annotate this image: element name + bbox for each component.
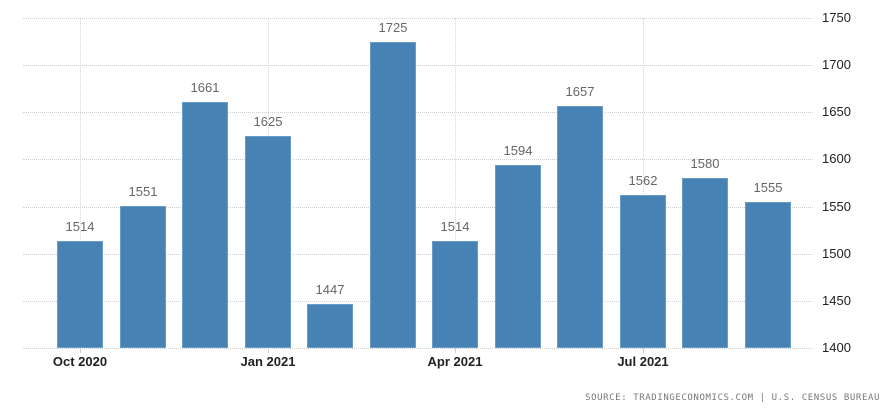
gridline-vertical	[643, 18, 644, 348]
bar-value-label: 1657	[565, 84, 595, 99]
bar-jul-2021[interactable]	[620, 195, 666, 348]
gridline-horizontal	[23, 348, 813, 349]
gridline-horizontal	[23, 112, 813, 113]
bar-mar-2021[interactable]	[370, 42, 416, 348]
gridline-vertical	[455, 18, 456, 348]
bar-nov-2020[interactable]	[120, 206, 166, 348]
bar-apr-2021[interactable]	[432, 241, 478, 348]
x-tick-mark	[268, 348, 269, 353]
bar-value-label: 1514	[65, 219, 95, 234]
gridline-horizontal	[23, 254, 813, 255]
bar-value-label: 1661	[190, 80, 220, 95]
bar-value-label: 1447	[315, 282, 345, 297]
bar-sep-2021[interactable]	[745, 202, 791, 348]
y-tick-label: 1750	[822, 10, 851, 25]
source-caption: SOURCE: TRADINGECONOMICS.COM | U.S. CENS…	[585, 393, 880, 403]
y-tick-label: 1400	[822, 340, 851, 355]
gridline-horizontal	[23, 301, 813, 302]
x-tick-mark	[643, 348, 644, 353]
x-tick-mark	[455, 348, 456, 353]
bar-value-label: 1625	[253, 114, 283, 129]
x-tick-label: Jul 2021	[617, 354, 669, 369]
gridline-horizontal	[23, 18, 813, 19]
y-tick-label: 1650	[822, 104, 851, 119]
y-tick-label: 1550	[822, 199, 851, 214]
bar-feb-2021[interactable]	[307, 304, 353, 348]
bar-value-label: 1555	[753, 180, 783, 195]
x-tick-label: Apr 2021	[427, 354, 483, 369]
bar-oct-2020[interactable]	[57, 241, 103, 348]
bar-jun-2021[interactable]	[557, 106, 603, 348]
bar-value-label: 1514	[440, 219, 470, 234]
gridline-vertical	[80, 18, 81, 348]
y-tick-label: 1500	[822, 246, 851, 261]
bar-aug-2021[interactable]	[682, 178, 728, 348]
x-tick-label: Oct 2020	[52, 354, 108, 369]
bar-may-2021[interactable]	[495, 165, 541, 348]
bar-value-label: 1725	[378, 20, 408, 35]
gridline-horizontal	[23, 207, 813, 208]
y-tick-label: 1600	[822, 151, 851, 166]
y-tick-label: 1450	[822, 293, 851, 308]
bar-value-label: 1562	[628, 173, 658, 188]
x-tick-label: Jan 2021	[240, 354, 296, 369]
bar-jan-2021[interactable]	[245, 136, 291, 348]
gridline-horizontal	[23, 65, 813, 66]
y-tick-label: 1700	[822, 57, 851, 72]
bar-value-label: 1594	[503, 143, 533, 158]
x-tick-mark	[80, 348, 81, 353]
bar-dec-2020[interactable]	[182, 102, 228, 348]
gridline-horizontal	[23, 159, 813, 160]
bar-value-label: 1580	[690, 156, 720, 171]
bar-value-label: 1551	[128, 184, 158, 199]
